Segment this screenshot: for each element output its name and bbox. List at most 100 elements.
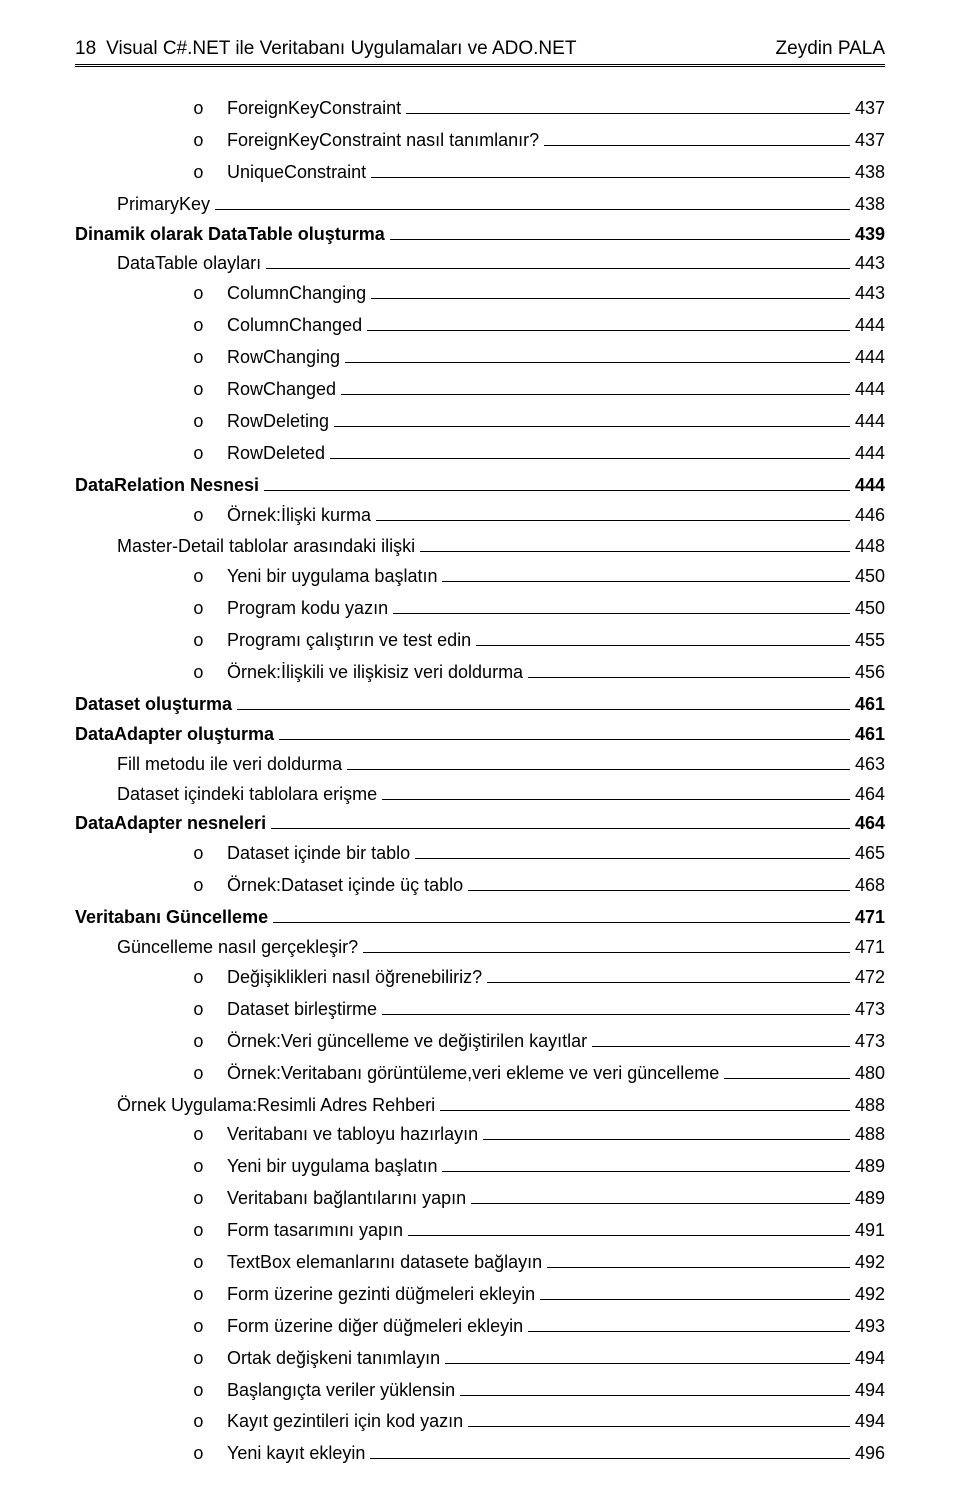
toc-label: Ortak değişkeni tanımlayın (227, 1348, 440, 1368)
bullet-icon: o (193, 97, 227, 125)
header-page-number: 18 (75, 38, 96, 60)
header-title: Visual C#.NET ile Veritabanı Uygulamalar… (106, 38, 576, 60)
bullet-icon: o (193, 1379, 227, 1407)
toc-page-number: 438 (855, 159, 885, 187)
bullet-icon: o (193, 874, 227, 902)
bullet-icon: o (193, 1123, 227, 1151)
toc-label: RowDeleting (227, 411, 329, 431)
toc-entry: oOrtak değişkeni tanımlayın494 (75, 1345, 885, 1375)
table-of-contents: oForeignKeyConstraint437oForeignKeyConst… (75, 95, 885, 1470)
toc-leader (471, 1203, 850, 1204)
bullet-icon: o (193, 629, 227, 657)
toc-page-number: 444 (855, 408, 885, 436)
toc-label: ForeignKeyConstraint (227, 98, 401, 118)
toc-label: Örnek:Veritabanı görüntüleme,veri ekleme… (227, 1063, 719, 1083)
toc-page-number: 443 (855, 250, 885, 278)
toc-leader (273, 922, 850, 923)
toc-label: Program kodu yazın (227, 598, 388, 618)
bullet-icon: o (193, 1251, 227, 1279)
toc-leader (371, 298, 850, 299)
toc-leader (442, 1171, 849, 1172)
toc-leader (547, 1267, 850, 1268)
toc-entry: Fill metodu ile veri doldurma463 (75, 751, 885, 779)
toc-entry: oForeignKeyConstraint nasıl tanımlanır?4… (75, 127, 885, 157)
toc-page-number: 464 (855, 781, 885, 809)
toc-label: Master-Detail tablolar arasındaki ilişki (117, 533, 415, 561)
toc-label: Dataset içinde bir tablo (227, 843, 410, 863)
toc-entry: oTextBox elemanlarını datasete bağlayın4… (75, 1249, 885, 1279)
toc-heading-label: DataAdapter oluşturma (75, 721, 274, 749)
bullet-icon: o (193, 1442, 227, 1470)
toc-label: Kayıt gezintileri için kod yazın (227, 1411, 463, 1431)
toc-entry: oForeignKeyConstraint 437 (75, 95, 885, 125)
toc-leader (724, 1078, 850, 1079)
toc-label: Güncelleme nasıl gerçekleşir? (117, 934, 358, 962)
toc-entry: DataAdapter nesneleri464 (75, 810, 885, 838)
toc-entry: Dinamik olarak DataTable oluşturma 439 (75, 221, 885, 249)
toc-leader (264, 490, 850, 491)
toc-page-number: 439 (855, 221, 885, 249)
bullet-icon: o (193, 378, 227, 406)
bullet-icon: o (193, 1219, 227, 1247)
toc-entry: oDataset birleştirme473 (75, 996, 885, 1026)
toc-leader (420, 551, 850, 552)
toc-entry: oDataset içinde bir tablo465 (75, 840, 885, 870)
toc-label: Veritabanı bağlantılarını yapın (227, 1188, 466, 1208)
toc-leader (334, 426, 850, 427)
toc-leader (215, 209, 850, 210)
bullet-icon: o (193, 282, 227, 310)
toc-label: UniqueConstraint (227, 162, 366, 182)
bullet-icon: o (193, 346, 227, 374)
toc-leader (544, 145, 850, 146)
toc-page-number: 491 (855, 1217, 885, 1245)
toc-entry: oVeritabanı ve tabloyu hazırlayın488 (75, 1121, 885, 1151)
toc-entry: oVeritabanı bağlantılarını yapın489 (75, 1185, 885, 1215)
bullet-icon: o (193, 1315, 227, 1343)
toc-leader (468, 1426, 850, 1427)
toc-heading-label: Dinamik olarak DataTable oluşturma (75, 221, 385, 249)
toc-entry: PrimaryKey438 (75, 191, 885, 219)
toc-label: Form üzerine diğer düğmeleri ekleyin (227, 1316, 523, 1336)
toc-page-number: 496 (855, 1440, 885, 1468)
toc-entry: oForm üzerine gezinti düğmeleri ekleyin4… (75, 1281, 885, 1311)
toc-leader (345, 362, 850, 363)
toc-leader (540, 1299, 850, 1300)
toc-entry: oYeni bir uygulama başlatın489 (75, 1153, 885, 1183)
toc-page-number: 464 (855, 810, 885, 838)
bullet-icon: o (193, 314, 227, 342)
toc-heading-label: Veritabanı Güncelleme (75, 904, 268, 932)
toc-page-number: 446 (855, 502, 885, 530)
toc-entry: oProgram kodu yazın450 (75, 595, 885, 625)
toc-page-number: 437 (855, 95, 885, 123)
bullet-icon: o (193, 1062, 227, 1090)
toc-leader (415, 858, 850, 859)
toc-leader (382, 1014, 850, 1015)
toc-leader (330, 458, 850, 459)
toc-page-number: 494 (855, 1377, 885, 1405)
toc-page-number: 489 (855, 1185, 885, 1213)
toc-page-number: 465 (855, 840, 885, 868)
toc-label: Form üzerine gezinti düğmeleri ekleyin (227, 1284, 535, 1304)
toc-page-number: 492 (855, 1249, 885, 1277)
toc-label: Örnek:Veri güncelleme ve değiştirilen ka… (227, 1031, 587, 1051)
toc-label: Fill metodu ile veri doldurma (117, 751, 342, 779)
toc-leader (390, 239, 850, 240)
toc-label: Başlangıçta veriler yüklensin (227, 1380, 455, 1400)
toc-page-number: 444 (855, 344, 885, 372)
bullet-icon: o (193, 565, 227, 593)
toc-page-number: 455 (855, 627, 885, 655)
bullet-icon: o (193, 129, 227, 157)
toc-leader (406, 113, 850, 114)
toc-page-number: 473 (855, 1028, 885, 1056)
toc-label: RowDeleted (227, 443, 325, 463)
toc-label: Yeni bir uygulama başlatın (227, 1156, 437, 1176)
bullet-icon: o (193, 504, 227, 532)
toc-entry: Dataset oluşturma461 (75, 691, 885, 719)
toc-entry: oRowDeleting444 (75, 408, 885, 438)
toc-leader (592, 1046, 850, 1047)
toc-leader (376, 520, 850, 521)
toc-entry: oProgramı çalıştırın ve test edin455 (75, 627, 885, 657)
toc-page-number: 473 (855, 996, 885, 1024)
toc-entry: DataTable olayları443 (75, 250, 885, 278)
toc-entry: oRowChanged444 (75, 376, 885, 406)
